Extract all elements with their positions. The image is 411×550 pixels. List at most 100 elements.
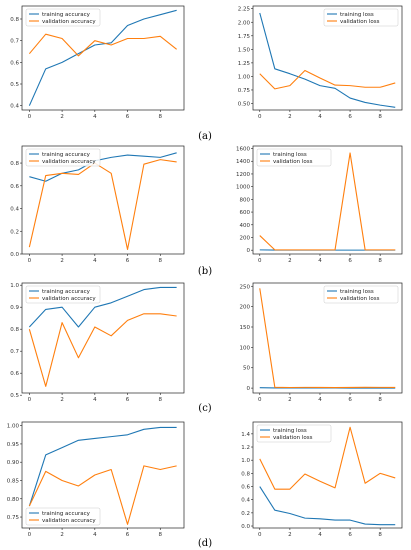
legend-label: training accuracy xyxy=(42,152,91,158)
plot-frame xyxy=(21,282,185,394)
x-tick-label: 8 xyxy=(159,258,163,264)
y-tick-label: 0.50 xyxy=(238,102,251,108)
y-tick-label: 0.4 xyxy=(10,207,19,213)
plot-frame xyxy=(21,421,185,529)
x-tick-label: 8 xyxy=(378,114,382,120)
y-tick-label: 0.8 xyxy=(10,17,19,23)
y-tick-label: 0.95 xyxy=(7,442,20,448)
y-tick-label: 600 xyxy=(240,210,251,216)
y-tick-label: 1.25 xyxy=(238,61,251,67)
y-tick-label: 0.5 xyxy=(10,82,19,88)
series-line-training-loss xyxy=(259,12,396,108)
y-tick-label: 1400 xyxy=(236,159,250,165)
legend-label: training accuracy xyxy=(42,12,91,18)
chart-6: 0 2 4 6 8 0 50 100 150 200 250 training lossvalidat… xyxy=(240,282,403,403)
x-tick-label: 2 xyxy=(60,397,64,403)
series-line-validation-loss xyxy=(259,426,396,490)
y-tick-label: 150 xyxy=(240,325,251,331)
x-tick-label: 2 xyxy=(288,397,292,403)
y-tick-label: 1.4 xyxy=(241,432,250,438)
legend-label: validation accuracy xyxy=(42,296,96,302)
y-tick-label: 2.00 xyxy=(238,20,251,26)
y-tick-label: 0.9 xyxy=(10,305,19,311)
legend-box xyxy=(25,507,101,526)
y-tick-label: 1000 xyxy=(236,185,250,191)
x-tick-label: 6 xyxy=(126,114,130,120)
series-line-validation-accuracy xyxy=(28,465,177,525)
y-tick-label: 0.0 xyxy=(241,524,250,530)
y-tick-label: 0.6 xyxy=(10,371,19,377)
y-tick-label: 0.8 xyxy=(10,161,19,167)
series-line-validation-loss xyxy=(259,69,396,90)
y-tick-label: 200 xyxy=(240,235,251,241)
x-tick-label: 6 xyxy=(348,114,352,120)
x-tick-label: 0 xyxy=(258,397,262,403)
legend-label: validation accuracy xyxy=(42,518,96,524)
x-tick-label: 0 xyxy=(258,114,262,120)
caption-d: (d) xyxy=(198,538,212,549)
y-tick-label: 0.8 xyxy=(10,327,19,333)
y-tick-label: 400 xyxy=(240,223,251,229)
y-tick-label: 0.6 xyxy=(241,485,250,491)
legend-label: training loss xyxy=(340,12,374,18)
x-tick-label: 8 xyxy=(159,397,163,403)
x-tick-label: 8 xyxy=(378,532,382,538)
plot-frame xyxy=(252,282,403,394)
y-tick-label: 0.7 xyxy=(10,39,19,45)
legend-label: validation loss xyxy=(273,159,313,165)
x-tick-label: 0 xyxy=(28,258,32,264)
y-tick-label: 1.75 xyxy=(238,34,251,40)
series-line-training-accuracy xyxy=(29,152,177,182)
x-tick-label: 4 xyxy=(93,532,97,538)
series-line-training-accuracy xyxy=(28,286,177,328)
x-tick-label: 0 xyxy=(258,258,262,264)
legend-box xyxy=(256,148,332,167)
x-tick-label: 4 xyxy=(93,258,97,264)
caption-b: (b) xyxy=(198,266,212,277)
x-tick-label: 2 xyxy=(288,258,292,264)
chart-5: 0 2 4 6 8 0.5 0.6 0.7 0.8 0.9 1.0 training accuracy… xyxy=(10,282,185,403)
y-tick-label: 0.0 xyxy=(10,252,19,258)
x-tick-label: 4 xyxy=(318,114,322,120)
y-tick-label: 0.2 xyxy=(10,229,19,235)
y-tick-label: 0.8 xyxy=(241,471,250,477)
y-tick-label: 50 xyxy=(243,366,250,372)
y-tick-label: 250 xyxy=(240,284,251,290)
x-tick-label: 8 xyxy=(378,397,382,403)
y-tick-label: 200 xyxy=(240,305,251,311)
y-tick-label: 0.75 xyxy=(238,88,251,94)
legend-label: validation accuracy xyxy=(42,159,96,165)
y-tick-label: 0.6 xyxy=(10,60,19,66)
x-tick-label: 6 xyxy=(126,397,130,403)
x-tick-label: 0 xyxy=(28,114,32,120)
legend-label: training loss xyxy=(273,428,307,434)
x-tick-label: 4 xyxy=(318,258,322,264)
caption-a: (a) xyxy=(198,131,212,142)
series-line-validation-loss xyxy=(259,288,396,389)
y-tick-label: 0.85 xyxy=(7,478,20,484)
plot-frame xyxy=(21,145,185,255)
series-line-validation-loss xyxy=(259,152,396,251)
y-tick-label: 0.2 xyxy=(241,511,250,517)
y-tick-label: 0.5 xyxy=(10,393,19,399)
x-tick-label: 6 xyxy=(348,532,352,538)
y-tick-label: 0.7 xyxy=(10,349,19,355)
chart-3: 0 2 4 6 8 0.0 0.2 0.4 0.6 0.8 training accuracyval… xyxy=(10,145,185,264)
legend-box xyxy=(25,285,101,304)
plot-frame xyxy=(252,421,403,529)
y-tick-label: 0.6 xyxy=(10,184,19,190)
legend-box xyxy=(256,424,332,443)
x-tick-label: 8 xyxy=(159,532,163,538)
x-tick-label: 6 xyxy=(348,397,352,403)
legend-box xyxy=(25,8,101,27)
x-tick-label: 2 xyxy=(60,532,64,538)
series-line-validation-accuracy xyxy=(28,33,177,57)
x-tick-label: 2 xyxy=(288,114,292,120)
x-tick-label: 4 xyxy=(93,114,97,120)
legend-box xyxy=(323,8,399,27)
